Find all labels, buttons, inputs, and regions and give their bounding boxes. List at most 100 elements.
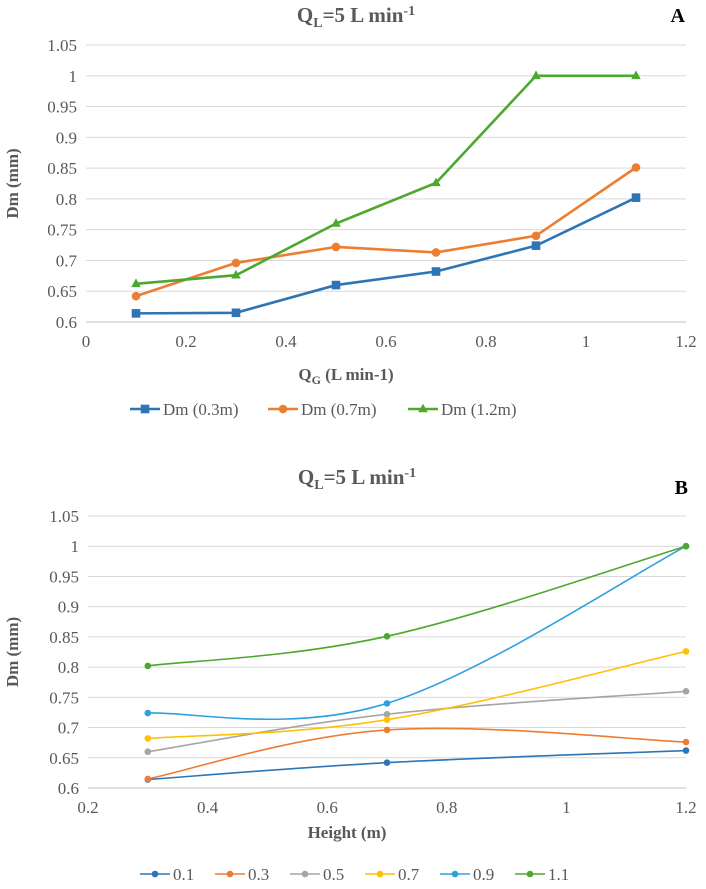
y-tick-label: 0.9 (58, 598, 79, 617)
y-tick-label: 0.9 (56, 128, 77, 147)
data-point (331, 280, 341, 290)
legend-label: 0.1 (173, 865, 194, 884)
series-line-0-5 (147, 690, 687, 753)
series-line-0-9 (147, 545, 687, 721)
legend-item: Dm (0.3m) (130, 400, 239, 419)
data-point (431, 177, 441, 187)
data-point (383, 726, 391, 734)
data-point (531, 241, 541, 250)
data-point (531, 231, 541, 241)
x-tick-label: 0.2 (175, 332, 196, 351)
y-tick-label: 1.05 (47, 36, 77, 55)
y-tick-label: 1.05 (49, 507, 79, 526)
series-line-0-7 (147, 650, 687, 740)
y-tick-label: 1 (71, 537, 80, 556)
data-point (131, 291, 141, 301)
legend-item: 0.7 (365, 865, 420, 884)
data-point (231, 258, 241, 268)
data-point (231, 308, 241, 318)
legend-label: 1.1 (548, 865, 569, 884)
y-tick-label: 0.95 (47, 98, 77, 117)
data-point (383, 759, 391, 766)
data-point (682, 542, 690, 550)
x-tick-label: 0.2 (77, 798, 98, 817)
data-point (431, 267, 441, 276)
data-point (383, 632, 391, 640)
x-tick-label: 0.6 (375, 332, 396, 351)
data-point (331, 242, 341, 252)
y-tick-label: 0.95 (49, 567, 79, 586)
data-point (682, 747, 690, 754)
legend-item: 0.1 (140, 865, 194, 884)
data-point (301, 870, 309, 878)
y-tick-label: 0.75 (47, 221, 77, 240)
legend-label: 0.9 (473, 865, 494, 884)
y-tick-label: 0.85 (49, 628, 79, 647)
y-tick-label: 0.8 (58, 658, 79, 677)
legend-item: 0.9 (440, 865, 494, 884)
data-point (144, 735, 152, 742)
data-point (376, 870, 384, 878)
y-tick-label: 1 (69, 67, 78, 86)
data-point (682, 738, 690, 746)
y-tick-label: 0.65 (47, 282, 77, 301)
series-line-Dm-0-7m- (135, 166, 637, 298)
data-point (231, 269, 241, 279)
data-point (144, 748, 152, 756)
legend-item: 1.1 (515, 865, 569, 884)
x-axis-label: Height (m) (308, 823, 387, 842)
data-point (383, 716, 391, 723)
y-tick-label: 0.8 (56, 190, 77, 209)
y-tick-label: 0.75 (49, 688, 79, 707)
data-point (682, 648, 690, 655)
data-point (531, 70, 541, 80)
y-tick-label: 0.7 (58, 719, 80, 738)
series-line-0-1 (147, 749, 687, 781)
legend-label: Dm (0.7m) (301, 400, 377, 419)
data-point (140, 404, 150, 414)
legend-label: 0.3 (248, 865, 269, 884)
x-tick-label: 0.4 (275, 332, 297, 351)
legend-item: Dm (1.2m) (408, 400, 517, 419)
data-point (631, 70, 641, 80)
data-point (631, 163, 641, 172)
y-tick-label: 0.85 (47, 159, 77, 178)
data-point (331, 218, 341, 227)
panel-label: B (675, 477, 688, 499)
legend-item: Dm (0.7m) (268, 400, 377, 419)
y-axis-label: Dm (mm) (3, 148, 22, 218)
x-tick-label: 0 (82, 332, 91, 351)
data-point (278, 404, 288, 414)
y-axis-label: Dm (mm) (3, 617, 22, 687)
data-point (131, 278, 141, 288)
data-point (144, 709, 152, 717)
legend-label: 0.5 (323, 865, 344, 884)
y-tick-label: 0.65 (49, 749, 79, 768)
data-point (451, 870, 459, 878)
chart-title: QL=5 L min-1 (298, 465, 416, 493)
x-tick-label: 1 (582, 332, 591, 351)
data-point (226, 870, 234, 878)
x-tick-label: 0.4 (197, 798, 219, 817)
data-point (526, 870, 534, 878)
data-point (383, 710, 391, 718)
x-tick-label: 1 (562, 798, 571, 817)
legend-label: Dm (0.3m) (163, 400, 239, 419)
panel-label: A (671, 5, 686, 27)
series-line-Dm-1-2m- (135, 74, 636, 286)
legend-item: 0.3 (215, 865, 269, 884)
y-tick-label: 0.6 (58, 779, 79, 798)
chart-title: QL=5 L min-1 (297, 3, 415, 31)
data-point (151, 870, 159, 878)
legend-item: 0.5 (290, 865, 344, 884)
data-point (144, 775, 152, 783)
data-point (144, 662, 152, 670)
chart-a: QL=5 L min-1 A 0.6 0.65 0.7 0.75 0.8 0.85 0.9 0.9… (3, 3, 697, 419)
x-tick-label: 0.8 (436, 798, 457, 817)
legend-label: Dm (1.2m) (441, 400, 517, 419)
y-tick-label: 0.7 (56, 251, 78, 270)
data-point (431, 248, 441, 257)
data-point (131, 309, 141, 318)
